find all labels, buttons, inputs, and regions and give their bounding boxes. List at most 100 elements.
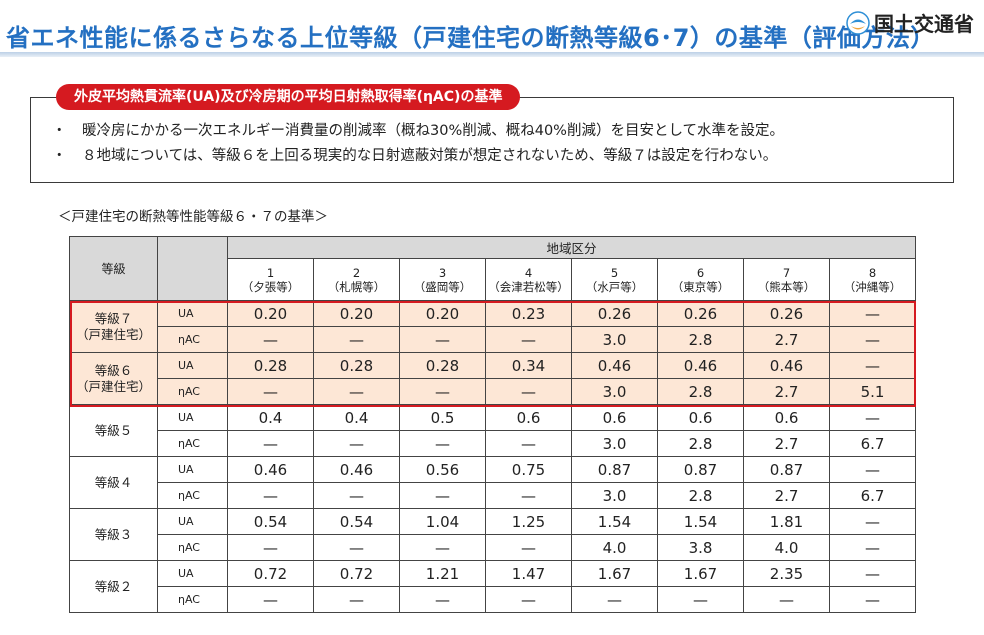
value-cell: 0.6: [657, 404, 744, 431]
value-cell: —: [829, 300, 916, 327]
value-cell: 1.54: [657, 508, 744, 535]
title-underline: [0, 52, 984, 57]
value-cell: 0.28: [313, 352, 400, 379]
value-cell: —: [743, 586, 830, 613]
value-cell: 0.28: [227, 352, 314, 379]
bullet-mark: ・: [52, 148, 67, 164]
value-cell: 0.23: [485, 300, 572, 327]
criteria-bullets: ・ 暖冷房にかかる一次エネルギー消費量の削減率（概ね30%削減、概ね40%削減）…: [52, 117, 784, 167]
grade-label-cell: 等級４: [69, 456, 158, 509]
grade-label: 等級７: [94, 310, 133, 326]
value-cell: 1.47: [485, 560, 572, 587]
region-number: 7: [782, 265, 791, 280]
value-cell: 0.87: [657, 456, 744, 483]
region-header-cell: 1 （夕張等）: [227, 258, 314, 301]
value-cell: 0.4: [313, 404, 400, 431]
value-cell: 0.28: [399, 352, 486, 379]
grade-sublabel: （戸建住宅）: [75, 378, 151, 394]
region-header-cell: 3 （盛岡等）: [399, 258, 486, 301]
value-cell: —: [485, 534, 572, 561]
value-cell: —: [485, 430, 572, 457]
value-cell: 0.87: [571, 456, 658, 483]
value-cell: 0.26: [743, 300, 830, 327]
bullet-item: ・ ８地域については、等級６を上回る現実的な日射遮蔽対策が想定されないため、等級…: [52, 142, 784, 167]
region-name: （盛岡等）: [413, 279, 472, 294]
region-name: （夕張等）: [241, 279, 300, 294]
bullet-item: ・ 暖冷房にかかる一次エネルギー消費量の削減率（概ね30%削減、概ね40%削減）…: [52, 117, 784, 142]
table-header-row: 等級 地域区分: [69, 236, 916, 301]
metric-nac-label: ηAC: [157, 534, 228, 561]
metric-column-header: [157, 236, 228, 301]
value-cell: 2.8: [657, 430, 744, 457]
value-cell: 0.46: [657, 352, 744, 379]
value-cell: 6.7: [829, 482, 916, 509]
value-cell: 2.7: [743, 430, 830, 457]
value-cell: 4.0: [571, 534, 658, 561]
grade-label: 等級６: [94, 362, 133, 378]
value-cell: 0.6: [571, 404, 658, 431]
value-cell: —: [227, 326, 314, 353]
value-cell: —: [399, 430, 486, 457]
value-cell: —: [399, 326, 486, 353]
value-cell: —: [313, 326, 400, 353]
value-cell: —: [829, 352, 916, 379]
value-cell: 1.54: [571, 508, 658, 535]
region-name: （沖縄等）: [843, 279, 902, 294]
region-number: 6: [696, 265, 705, 280]
table-row: ηAC — — — — — — — —: [70, 586, 916, 613]
grade-label: 等級４: [94, 474, 133, 490]
value-cell: 3.0: [571, 326, 658, 353]
value-cell: 3.0: [571, 378, 658, 405]
value-cell: —: [829, 534, 916, 561]
value-cell: —: [485, 586, 572, 613]
region-name: （札幌等）: [327, 279, 386, 294]
region-row: 1 （夕張等） 2 （札幌等） 3 （盛岡等） 4 （会津若松等） 5 （水戸等） 6 （東京等） 7 （…: [70, 258, 916, 301]
value-cell: —: [399, 534, 486, 561]
value-cell: 2.8: [657, 378, 744, 405]
grade-label: 等級３: [94, 526, 133, 542]
value-cell: —: [313, 586, 400, 613]
page-title: 省エネ性能に係るさらなる上位等級（戸建住宅の断熱等級6･7）の基準（評価方法）: [6, 24, 935, 52]
grade-label-cell: 等級７ （戸建住宅）: [69, 300, 158, 353]
grade-label-cell: 等級５: [69, 404, 158, 457]
value-cell: 4.0: [743, 534, 830, 561]
region-header-cell: 7 （熊本等）: [743, 258, 830, 301]
value-cell: 0.46: [571, 352, 658, 379]
grade-sublabel: （戸建住宅）: [75, 326, 151, 342]
ministry-name: 国土交通省: [874, 12, 974, 36]
value-cell: —: [829, 404, 916, 431]
region-name: （熊本等）: [757, 279, 816, 294]
value-cell: —: [313, 378, 400, 405]
metric-ua-label: UA: [157, 560, 228, 587]
value-cell: 3.0: [571, 430, 658, 457]
value-cell: 1.81: [743, 508, 830, 535]
value-cell: 1.67: [571, 560, 658, 587]
region-number: 8: [868, 265, 877, 280]
value-cell: —: [227, 378, 314, 405]
value-cell: 3.8: [657, 534, 744, 561]
value-cell: —: [829, 560, 916, 587]
table-row: 等級５ UA 0.4 0.4 0.5 0.6 0.6 0.6 0.6—: [69, 404, 916, 457]
region-header: 地域区分: [227, 236, 916, 259]
region-header-cell: 8 （沖縄等）: [829, 258, 916, 301]
value-cell: 0.4: [227, 404, 314, 431]
value-cell: 0.6: [485, 404, 572, 431]
value-cell: 1.67: [657, 560, 744, 587]
table-row: 等級７ （戸建住宅） UA 0.20 0.20 0.20 0.23 0.26 0.26 0.26—: [69, 300, 916, 353]
value-cell: —: [829, 326, 916, 353]
metric-nac-label: ηAC: [157, 482, 228, 509]
mlit-logo-icon: [846, 10, 870, 35]
table-row: ηAC — — — —3.0 2.8 2.7 5.1: [70, 378, 916, 405]
value-cell: 0.20: [399, 300, 486, 327]
value-cell: 0.26: [571, 300, 658, 327]
grade-label: 等級５: [94, 422, 133, 438]
value-cell: —: [485, 378, 572, 405]
value-cell: 0.54: [227, 508, 314, 535]
grade-label-cell: 等級６ （戸建住宅）: [69, 352, 158, 405]
value-cell: 6.7: [829, 430, 916, 457]
value-cell: 0.46: [313, 456, 400, 483]
value-cell: 0.5: [399, 404, 486, 431]
value-cell: 0.87: [743, 456, 830, 483]
region-name: （東京等）: [671, 279, 730, 294]
ministry-logo: 国土交通省: [846, 8, 974, 37]
